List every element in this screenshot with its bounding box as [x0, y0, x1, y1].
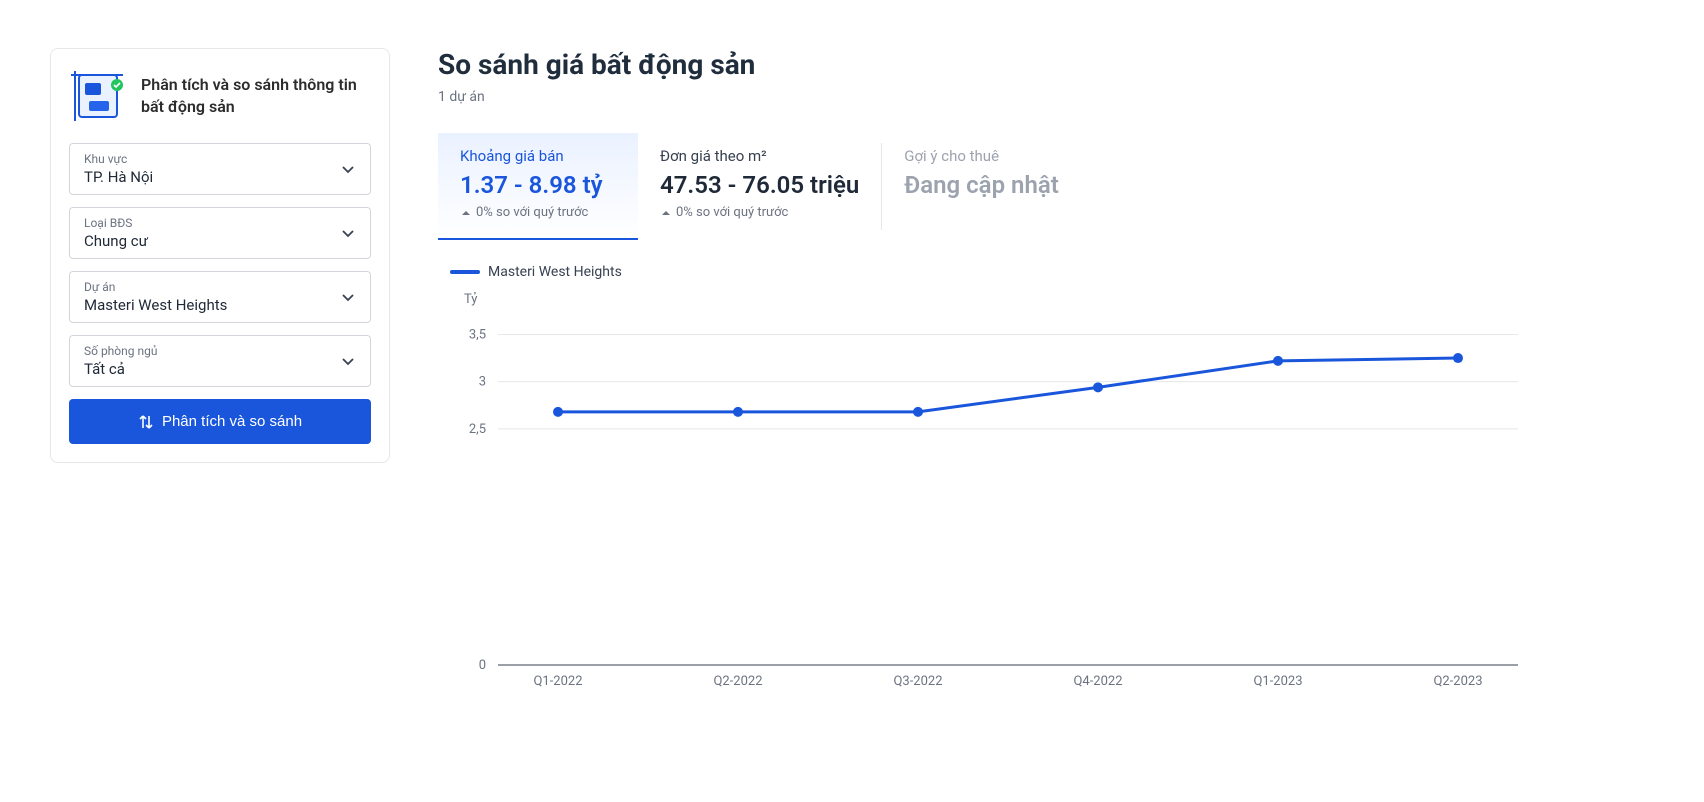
y-axis-title: Tỷ — [464, 292, 1654, 307]
svg-text:Q1-2023: Q1-2023 — [1253, 674, 1302, 689]
select-region-label: Khu vực — [84, 152, 153, 166]
tab-unit-price-label: Đơn giá theo m² — [660, 147, 859, 165]
select-project-label: Dự án — [84, 280, 227, 294]
select-project-value: Masteri West Heights — [84, 296, 227, 314]
select-bedrooms[interactable]: Số phòng ngủ Tất cả — [69, 335, 371, 387]
analyze-button[interactable]: Phân tích và so sánh — [69, 399, 371, 444]
svg-text:3: 3 — [479, 375, 486, 390]
analyze-button-label: Phân tích và so sánh — [162, 413, 302, 430]
main-content: So sánh giá bất động sản 1 dự án Khoảng … — [438, 48, 1654, 709]
select-region-value: TP. Hà Nội — [84, 168, 153, 186]
compare-icon — [138, 414, 154, 430]
chart-legend: Masteri West Heights — [450, 264, 1654, 280]
chevron-down-icon — [340, 161, 356, 177]
select-property-type[interactable]: Loại BĐS Chung cư — [69, 207, 371, 259]
chevron-down-icon — [340, 225, 356, 241]
svg-text:2,5: 2,5 — [469, 422, 486, 437]
select-bedrooms-value: Tất cả — [84, 360, 157, 378]
price-chart: 0 2,5 3 3,5 Q1-2022 Q2-2022 Q3-2022 Q4-2022 Q1-2… — [438, 315, 1654, 709]
chevron-down-icon — [340, 353, 356, 369]
tab-rent-suggestion[interactable]: Gợi ý cho thuê Đang cập nhật — [882, 133, 1082, 240]
line-chart-svg: 0 2,5 3 3,5 Q1-2022 Q2-2022 Q3-2022 Q4-2022 Q1-2… — [438, 315, 1558, 705]
analysis-icon — [69, 67, 127, 125]
select-region[interactable]: Khu vực TP. Hà Nội — [69, 143, 371, 195]
page-subtitle: 1 dự án — [438, 89, 1654, 105]
tab-price-range-label: Khoảng giá bán — [460, 147, 616, 165]
svg-text:Q2-2023: Q2-2023 — [1433, 674, 1482, 689]
select-project[interactable]: Dự án Masteri West Heights — [69, 271, 371, 323]
legend-swatch — [450, 270, 480, 274]
metric-tabs: Khoảng giá bán 1.37 - 8.98 tỷ 0% so với … — [438, 133, 1654, 240]
tab-rent-label: Gợi ý cho thuê — [904, 147, 1060, 165]
caret-up-icon — [660, 207, 672, 219]
svg-text:Q4-2022: Q4-2022 — [1073, 674, 1122, 689]
select-property-type-label: Loại BĐS — [84, 216, 148, 230]
filter-panel: Phân tích và so sánh thông tin bất động … — [50, 48, 390, 463]
chevron-down-icon — [340, 289, 356, 305]
caret-up-icon — [460, 207, 472, 219]
tab-price-range-value: 1.37 - 8.98 tỷ — [460, 171, 616, 199]
tab-price-range-change: 0% so với quý trước — [460, 205, 616, 220]
legend-label: Masteri West Heights — [488, 264, 622, 280]
svg-text:0: 0 — [479, 658, 486, 673]
svg-text:3,5: 3,5 — [469, 327, 486, 342]
svg-text:Q3-2022: Q3-2022 — [893, 674, 942, 689]
tab-unit-price-value: 47.53 - 76.05 triệu — [660, 171, 859, 199]
page-title: So sánh giá bất động sản — [438, 48, 1654, 81]
svg-text:Q2-2022: Q2-2022 — [713, 674, 762, 689]
sidebar-header: Phân tích và so sánh thông tin bất động … — [69, 67, 371, 125]
tab-unit-price-change: 0% so với quý trước — [660, 205, 859, 220]
sidebar-title: Phân tích và so sánh thông tin bất động … — [141, 74, 371, 119]
tab-price-range[interactable]: Khoảng giá bán 1.37 - 8.98 tỷ 0% so với … — [438, 133, 638, 240]
select-bedrooms-label: Số phòng ngủ — [84, 344, 157, 358]
tab-rent-value: Đang cập nhật — [904, 171, 1060, 199]
tab-unit-price[interactable]: Đơn giá theo m² 47.53 - 76.05 triệu 0% s… — [638, 133, 881, 240]
select-property-type-value: Chung cư — [84, 232, 148, 250]
svg-text:Q1-2022: Q1-2022 — [533, 674, 582, 689]
